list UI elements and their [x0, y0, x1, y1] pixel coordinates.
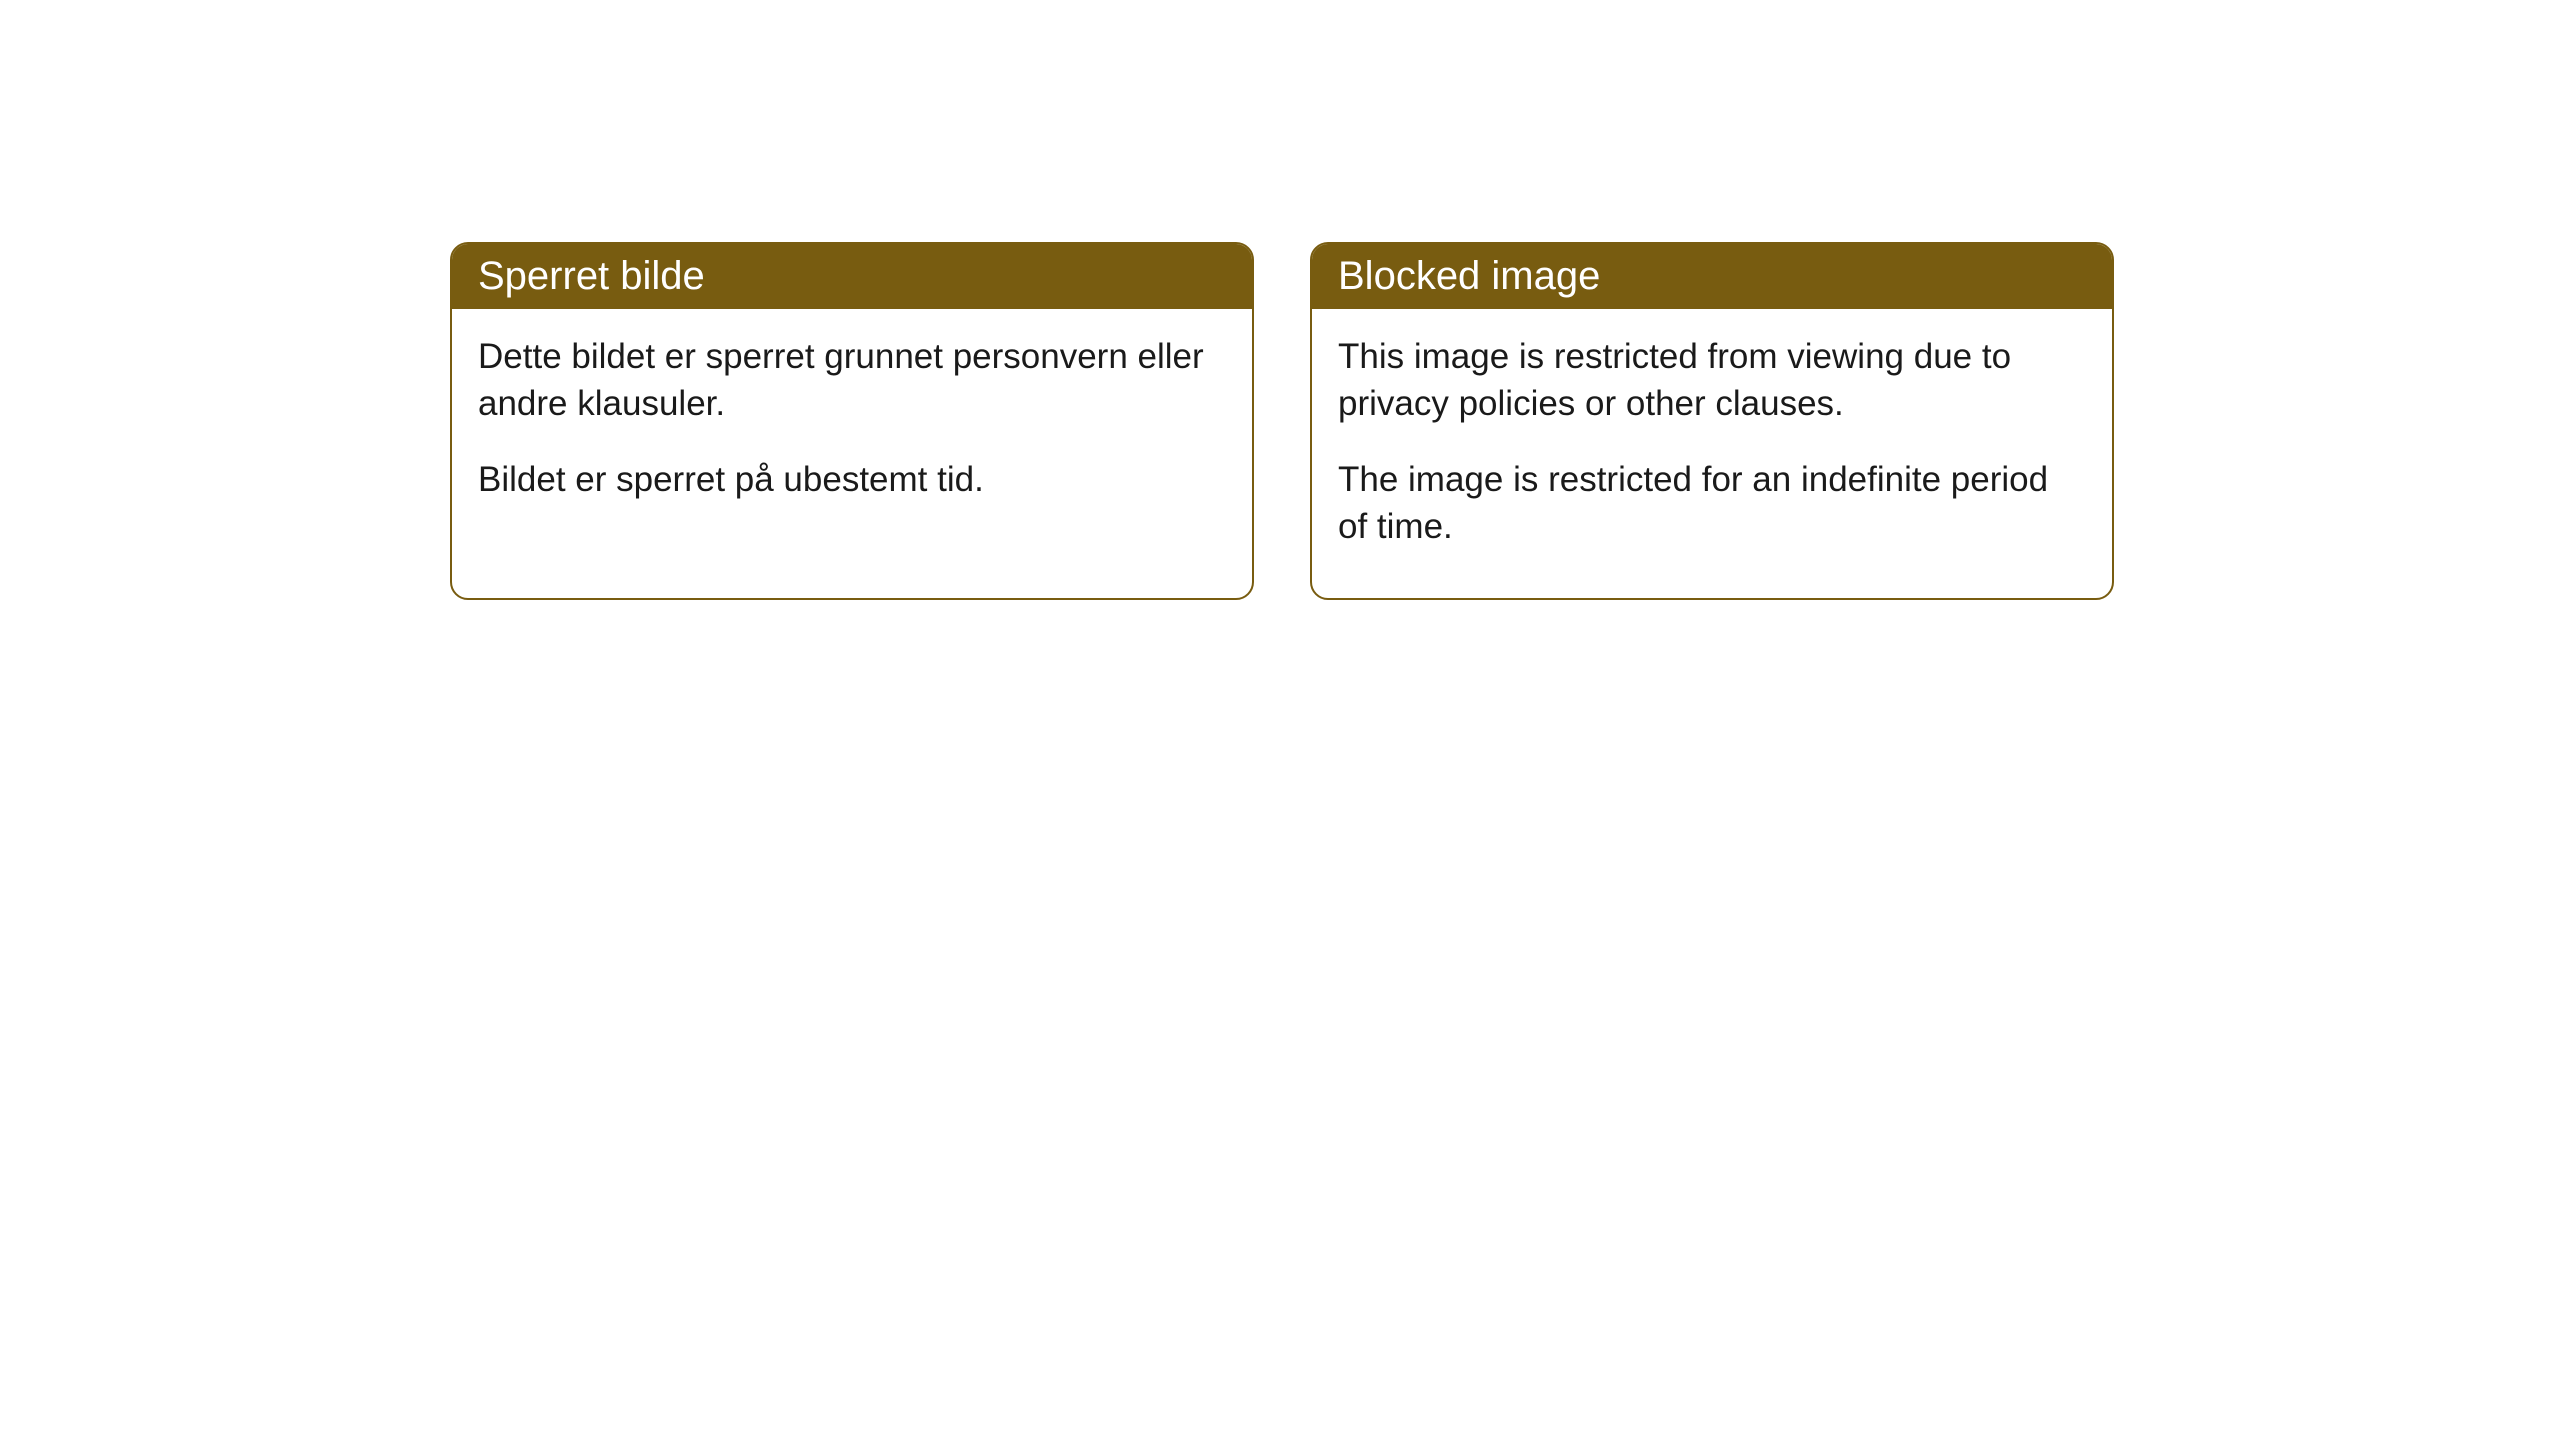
card-text-reason-en: This image is restricted from viewing du… — [1338, 333, 2086, 428]
card-header-en: Blocked image — [1312, 244, 2112, 309]
blocked-image-card-en: Blocked image This image is restricted f… — [1310, 242, 2114, 600]
card-body-no: Dette bildet er sperret grunnet personve… — [452, 309, 1252, 551]
card-body-en: This image is restricted from viewing du… — [1312, 309, 2112, 598]
blocked-image-card-no: Sperret bilde Dette bildet er sperret gr… — [450, 242, 1254, 600]
notice-cards-container: Sperret bilde Dette bildet er sperret gr… — [450, 242, 2114, 600]
card-text-duration-no: Bildet er sperret på ubestemt tid. — [478, 456, 1226, 503]
card-text-duration-en: The image is restricted for an indefinit… — [1338, 456, 2086, 551]
card-text-reason-no: Dette bildet er sperret grunnet personve… — [478, 333, 1226, 428]
card-header-no: Sperret bilde — [452, 244, 1252, 309]
